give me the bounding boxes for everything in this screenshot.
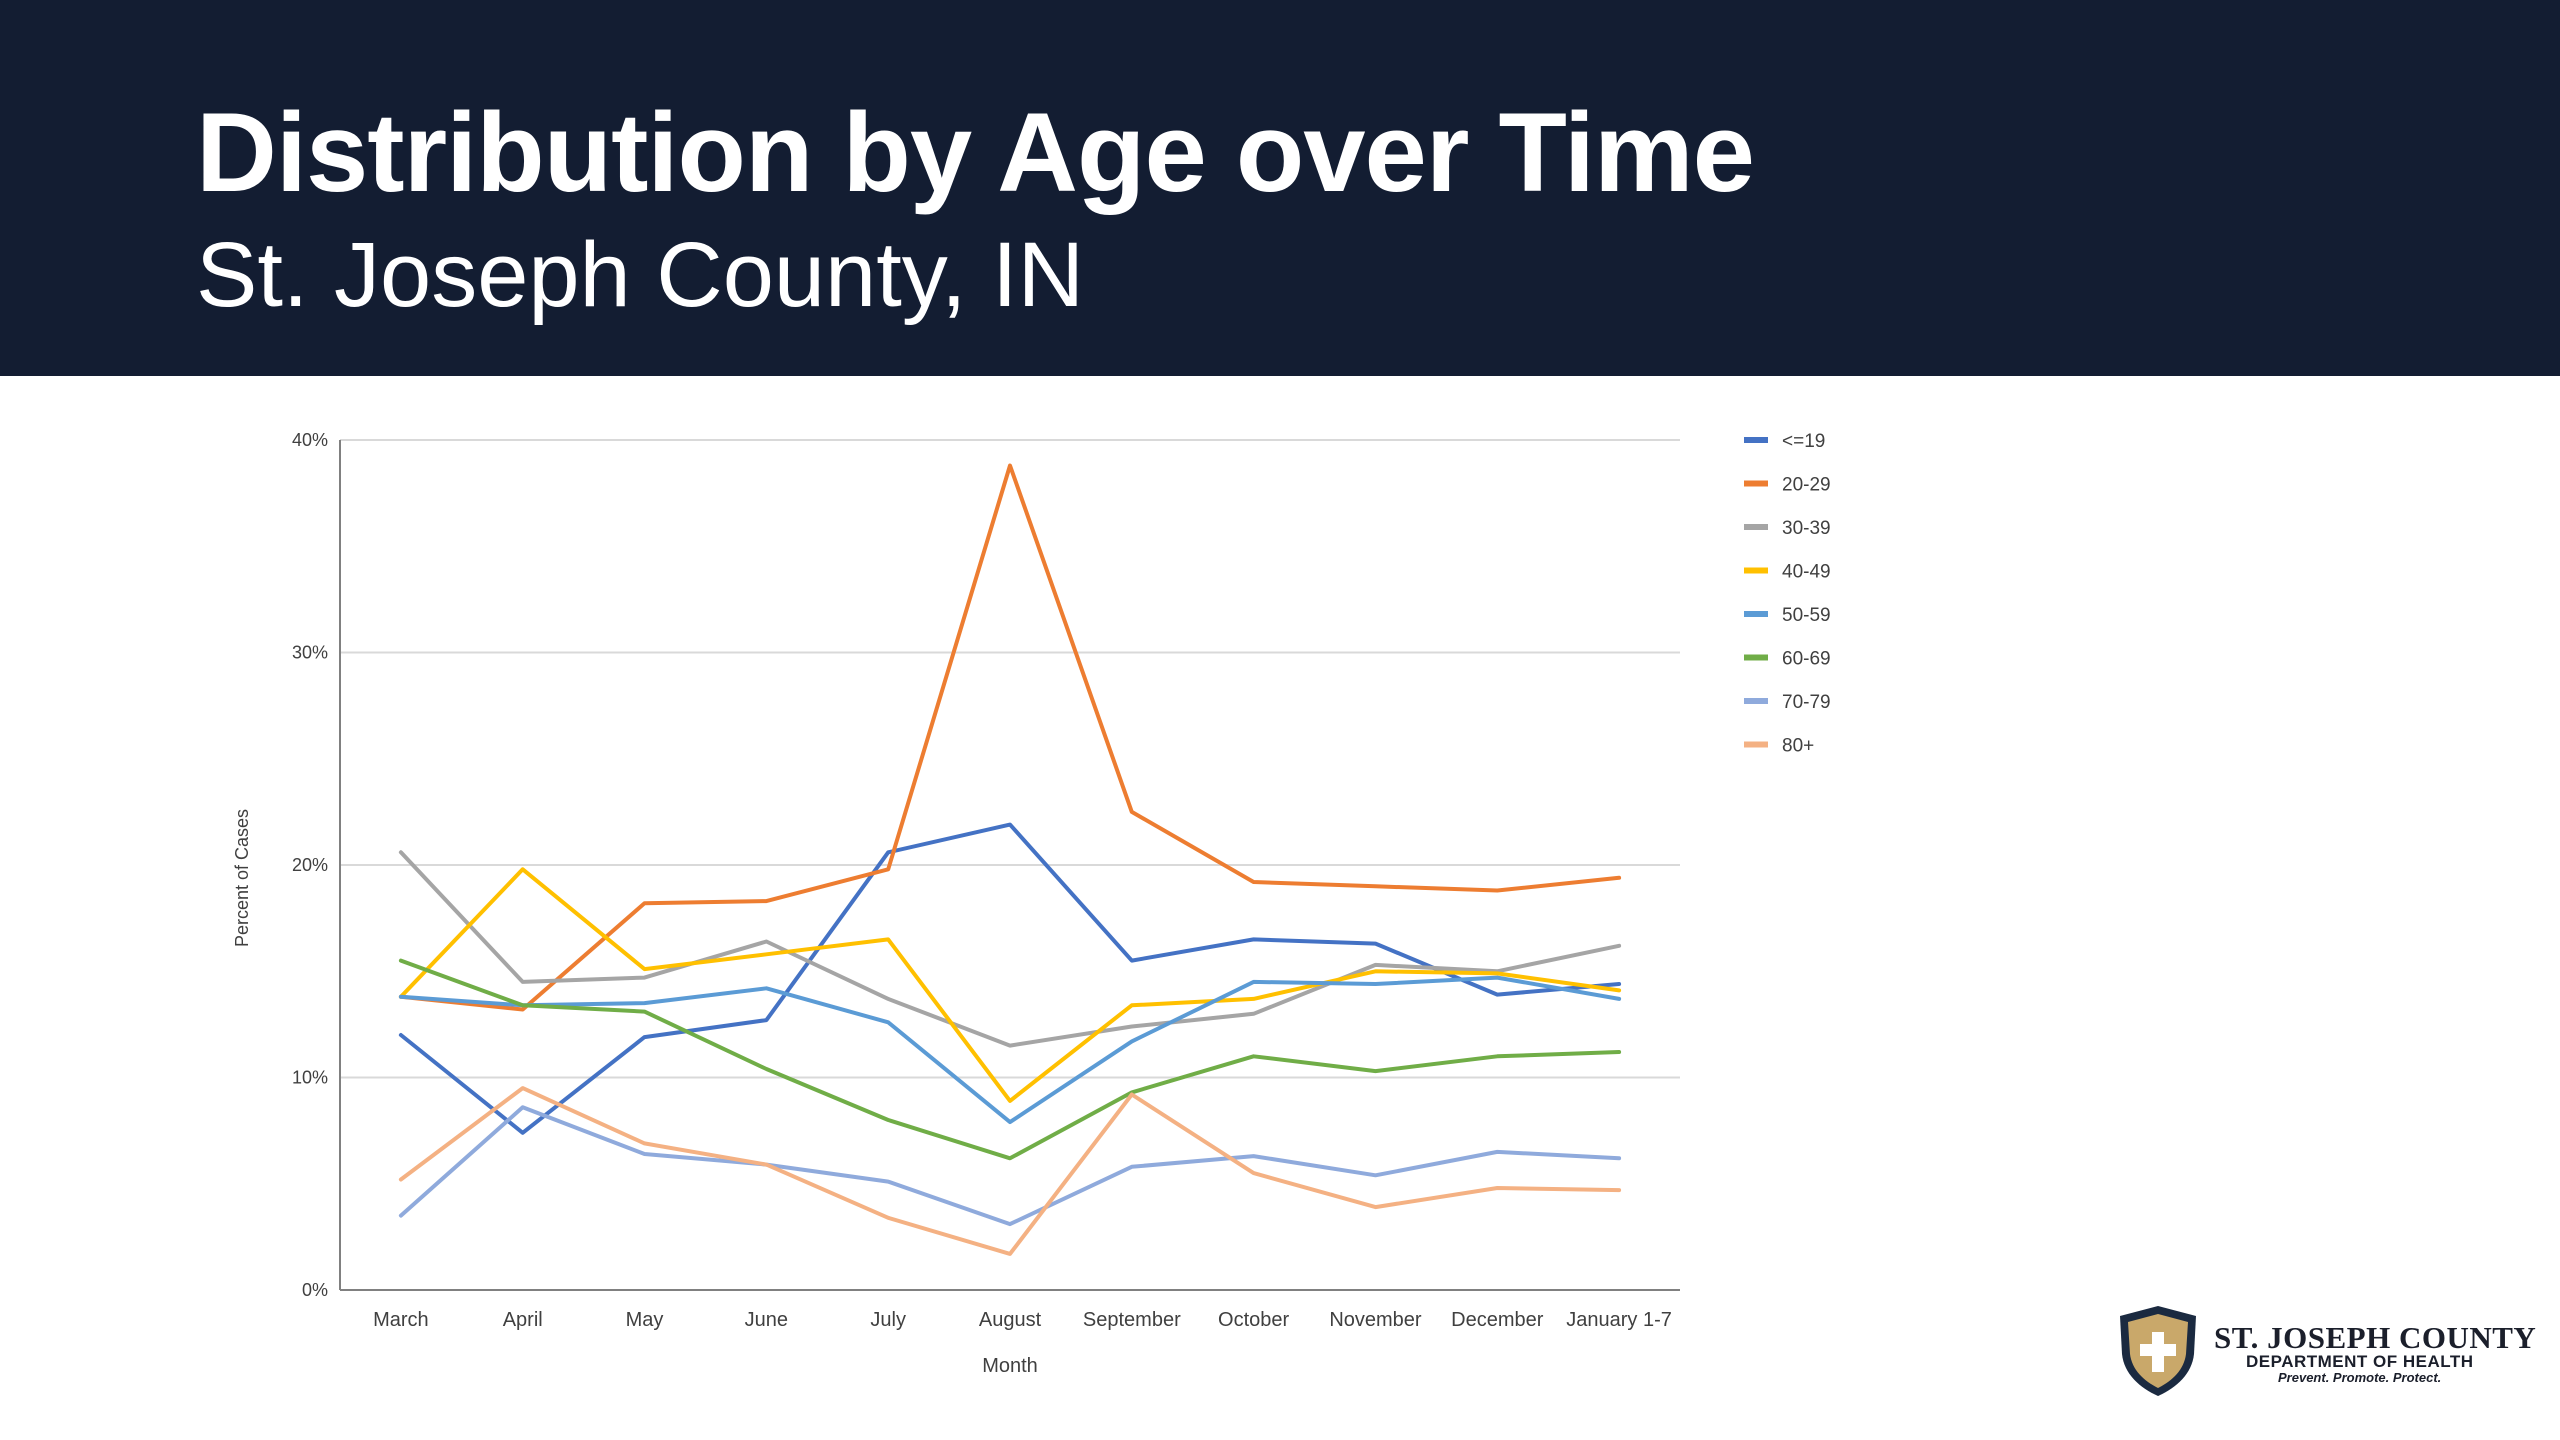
y-tick-label: 20% <box>292 855 328 875</box>
y-axis-label: Percent of Cases <box>232 809 252 947</box>
y-tick-label: 0% <box>302 1280 328 1300</box>
y-tick-label: 40% <box>292 430 328 450</box>
series-line-30-39 <box>398 850 1622 1048</box>
legend-label: 40-49 <box>1782 562 1831 583</box>
legend: <=19 20-29 30-39 40-49 50-59 60-69 70-79 80+ <box>1744 431 1831 757</box>
legend-label: 50-59 <box>1782 605 1831 626</box>
legend-label: 70-79 <box>1782 692 1831 713</box>
x-tick-labels: March April May June July August September Octo… <box>373 1309 1672 1331</box>
series-line-20-29 <box>398 463 1622 1012</box>
grid-lines <box>340 439 1680 1079</box>
x-tick-label: December <box>1451 1309 1544 1331</box>
axes <box>339 440 1680 1291</box>
logo-tagline: Prevent. Promote. Protect. <box>2278 1370 2442 1385</box>
shield-icon <box>2120 1306 2196 1396</box>
series-line-50-59 <box>398 975 1622 1125</box>
logo-department: DEPARTMENT OF HEALTH <box>2246 1352 2474 1371</box>
series-line-80+ <box>398 1086 1622 1256</box>
page-subtitle: St. Joseph County, IN <box>196 224 1085 326</box>
legend-label: 30-39 <box>1782 518 1831 539</box>
county-health-logo: ST. JOSEPH COUNTY DEPARTMENT OF HEALTH P… <box>2110 1300 2536 1400</box>
header-banner: Distribution by Age over Time St. Joseph… <box>0 0 2560 376</box>
x-tick-label: September <box>1083 1309 1181 1331</box>
x-tick-label: May <box>626 1309 664 1331</box>
page-title: Distribution by Age over Time <box>196 90 1755 215</box>
series-lines <box>398 463 1622 1256</box>
series-line-<=19 <box>398 822 1622 1135</box>
x-tick-label: March <box>373 1309 429 1331</box>
legend-label: 80+ <box>1782 736 1814 757</box>
x-axis-label: Month <box>982 1355 1038 1377</box>
x-tick-label: July <box>870 1309 906 1331</box>
legend-label: 60-69 <box>1782 649 1831 670</box>
y-tick-labels: 0% 10% 20% 30% 40% <box>292 430 328 1300</box>
logo-name: ST. JOSEPH COUNTY <box>2214 1320 2537 1355</box>
x-tick-label: January 1-7 <box>1566 1309 1672 1331</box>
x-tick-label: April <box>503 1309 543 1331</box>
y-tick-label: 10% <box>292 1068 328 1088</box>
legend-label: <=19 <box>1782 431 1825 452</box>
line-chart: 0% 10% 20% 30% 40% March April May June July Augu… <box>232 430 1831 1377</box>
x-tick-label: November <box>1329 1309 1422 1331</box>
series-line-40-49 <box>398 867 1622 1103</box>
x-tick-label: August <box>979 1309 1042 1331</box>
legend-label: 20-29 <box>1782 475 1831 496</box>
series-line-60-69 <box>398 958 1622 1161</box>
y-tick-label: 30% <box>292 643 328 663</box>
series-line-70-79 <box>398 1105 1622 1227</box>
x-tick-label: June <box>745 1309 788 1331</box>
x-tick-label: October <box>1218 1309 1289 1331</box>
